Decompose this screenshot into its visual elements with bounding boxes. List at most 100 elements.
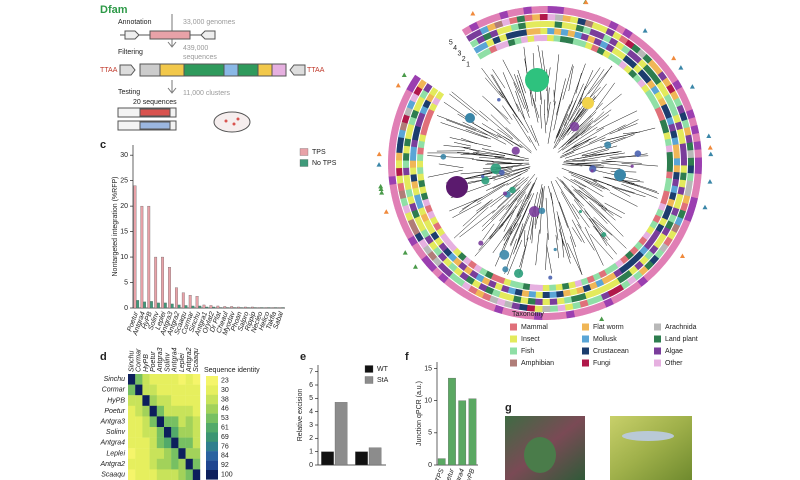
heatmap-cell — [135, 448, 143, 459]
ring-segment — [394, 111, 404, 122]
ring-segment — [387, 159, 396, 169]
ring-segment — [499, 10, 510, 20]
ring-segment — [680, 158, 687, 166]
clade-bubble — [503, 191, 508, 196]
ring-segment — [599, 40, 609, 50]
ring-segment — [608, 37, 619, 47]
ring-segment — [423, 114, 433, 124]
colorbar-label: 92 — [221, 462, 229, 469]
heatmap-cell — [149, 395, 157, 406]
ring-segment — [549, 305, 558, 312]
ring-segment — [539, 6, 549, 14]
ring-segment — [673, 200, 682, 210]
colorbar-swatch — [206, 404, 218, 414]
y-tick-label: 10 — [120, 254, 128, 261]
ring-segment — [683, 126, 692, 137]
branch — [621, 180, 660, 194]
ring-segment — [424, 204, 433, 214]
ring-segment — [666, 116, 675, 126]
ring-segment — [657, 97, 667, 107]
photo — [610, 416, 692, 480]
ring-segment — [654, 106, 663, 116]
ring-segment — [563, 7, 573, 16]
branch — [619, 178, 658, 192]
bar — [198, 305, 202, 309]
branch — [569, 97, 585, 121]
clade-bubble — [511, 146, 520, 155]
heatmap-cell — [128, 448, 136, 459]
ring-segment — [691, 189, 700, 199]
ring-segment — [406, 123, 415, 133]
ring-segment — [594, 278, 605, 288]
ring-segment — [584, 19, 595, 28]
clade-bubble — [590, 169, 594, 173]
ring-segment — [664, 220, 674, 231]
tsd: TTAA — [307, 67, 325, 74]
branch — [601, 160, 642, 164]
bar — [368, 447, 382, 466]
branch — [609, 192, 638, 207]
bar — [212, 306, 216, 309]
ring-segment — [461, 25, 473, 36]
marker-triangle — [379, 190, 385, 195]
branch — [459, 209, 495, 238]
ring-segment — [658, 242, 669, 254]
bar — [271, 307, 275, 309]
ring-segment — [407, 235, 418, 247]
ring-segment — [678, 135, 686, 145]
branch — [560, 191, 582, 229]
row-label: HyPB — [107, 397, 125, 404]
clade-bubble — [480, 174, 485, 179]
branch — [575, 72, 582, 94]
branch — [509, 201, 531, 246]
heatmap-cell — [142, 448, 150, 459]
heatmap-cell — [185, 448, 193, 459]
ring-segment — [410, 167, 417, 175]
ring-segment — [454, 276, 466, 287]
ring-segment — [649, 254, 660, 265]
branch — [513, 193, 532, 229]
step-label: Filtering — [118, 49, 143, 56]
ring-segment — [659, 119, 668, 128]
branch — [572, 140, 589, 151]
branch — [546, 244, 553, 274]
heatmap-cell — [135, 458, 143, 470]
legend-label: Amphibian — [521, 360, 554, 367]
ring-segment — [601, 17, 612, 28]
heatmap-cell — [171, 427, 179, 438]
clade-bubble — [440, 153, 447, 160]
heatmap-cell — [149, 437, 157, 449]
ring-segment — [591, 22, 602, 31]
ring-segment — [418, 179, 426, 188]
construct-diagram — [117, 107, 251, 133]
bar — [253, 307, 257, 309]
branch — [558, 228, 571, 264]
ring-segment — [673, 158, 680, 166]
branch — [497, 128, 513, 140]
ring-segment — [647, 69, 658, 80]
ring-segment — [662, 190, 670, 199]
branch — [462, 121, 507, 145]
ring-segment — [663, 110, 673, 120]
branch — [561, 168, 598, 183]
branch — [503, 208, 523, 241]
ring-segment — [608, 20, 620, 31]
ring-segment — [503, 25, 513, 33]
bar — [223, 306, 227, 309]
branch — [588, 65, 613, 95]
colorbar-label: 38 — [221, 396, 229, 403]
branch — [427, 169, 463, 178]
ring-segment — [628, 265, 639, 276]
branch — [565, 138, 591, 153]
bar — [274, 307, 278, 309]
ring-segment — [515, 281, 524, 290]
ring-segment — [571, 8, 581, 17]
heatmap-cell — [156, 427, 165, 438]
marker-triangle — [599, 316, 605, 322]
transposon-diagram — [119, 63, 306, 77]
branch — [527, 182, 536, 200]
colorbar-swatch — [206, 460, 218, 471]
heatmap-cell — [128, 384, 136, 396]
branch — [547, 101, 556, 144]
branch — [609, 155, 649, 158]
